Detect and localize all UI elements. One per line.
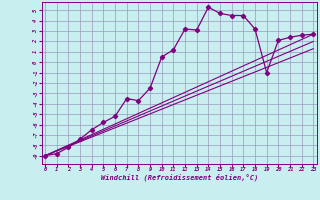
X-axis label: Windchill (Refroidissement éolien,°C): Windchill (Refroidissement éolien,°C): [100, 174, 258, 181]
